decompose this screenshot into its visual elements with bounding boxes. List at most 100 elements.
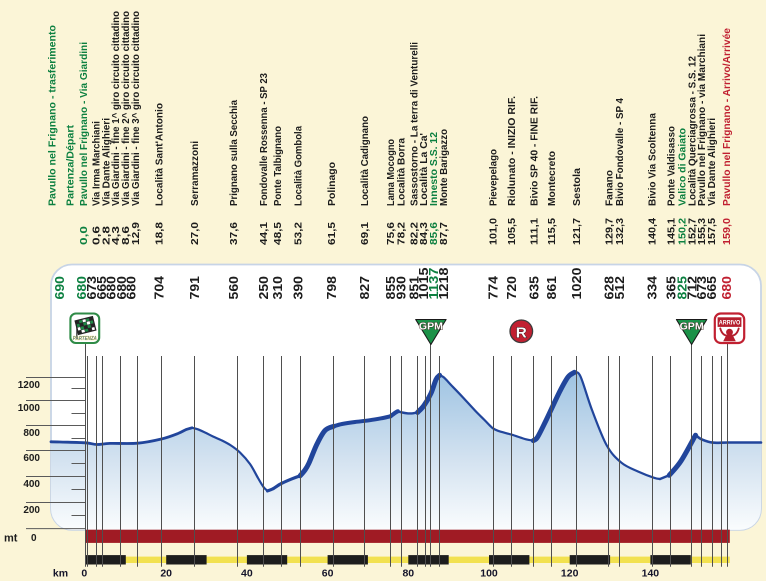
svg-text:Bivio Via Scoltenna: Bivio Via Scoltenna <box>648 113 659 206</box>
svg-text:Fondovalle Rossenna - SP 23: Fondovalle Rossenna - SP 23 <box>259 73 270 206</box>
svg-text:Località Querciagrossa - S.S.: Località Querciagrossa - S.S. 12 <box>687 56 698 206</box>
svg-text:Bivio Fondovalle - SP 4: Bivio Fondovalle - SP 4 <box>615 98 626 206</box>
svg-text:Località Gombola: Località Gombola <box>294 126 305 206</box>
svg-text:Sestola: Sestola <box>572 168 583 206</box>
svg-text:680: 680 <box>104 276 119 300</box>
svg-text:115,5: 115,5 <box>547 218 558 245</box>
svg-text:37,6: 37,6 <box>229 221 240 245</box>
svg-text:20: 20 <box>160 567 172 579</box>
svg-text:101,0: 101,0 <box>489 218 500 245</box>
svg-text:Pavullo nel Frignano - via Mar: Pavullo nel Frignano - via Marchiani <box>697 34 708 206</box>
svg-text:Montecreto: Montecreto <box>547 151 558 206</box>
svg-text:Via Giardini - fine 2^ giro ci: Via Giardini - fine 2^ giro circuito cit… <box>121 11 132 206</box>
svg-text:0: 0 <box>31 533 37 544</box>
svg-text:704: 704 <box>151 275 166 299</box>
svg-text:0,6: 0,6 <box>92 225 103 245</box>
svg-text:512: 512 <box>612 276 627 300</box>
svg-text:774: 774 <box>486 275 501 299</box>
svg-text:628: 628 <box>601 276 616 300</box>
svg-text:152,7: 152,7 <box>687 218 698 245</box>
svg-text:600: 600 <box>23 453 40 464</box>
svg-text:400: 400 <box>23 479 40 490</box>
svg-text:825: 825 <box>675 276 690 300</box>
svg-text:mt: mt <box>4 532 18 544</box>
svg-text:87,7: 87,7 <box>439 221 450 245</box>
svg-text:120: 120 <box>561 567 579 579</box>
svg-text:Pievepelago: Pievepelago <box>489 149 500 206</box>
svg-text:Innesto S.S. 12: Innesto S.S. 12 <box>429 132 440 206</box>
svg-text:Valico di Gaiato: Valico di Gaiato <box>678 128 689 206</box>
svg-text:Località Borra: Località Borra <box>397 138 408 206</box>
svg-text:Località La Ca': Località La Ca' <box>419 133 430 206</box>
svg-text:Via Irma Marchiani: Via Irma Marchiani <box>92 121 103 206</box>
svg-text:80: 80 <box>402 567 414 579</box>
svg-text:Via Giardini - fine 3^ giro ci: Via Giardini - fine 3^ giro circuito cit… <box>131 11 142 206</box>
svg-text:250: 250 <box>256 276 271 300</box>
svg-text:Località Sant'Antonio: Località Sant'Antonio <box>154 103 165 206</box>
svg-text:150,2: 150,2 <box>678 218 689 245</box>
svg-text:Partenza/Départ: Partenza/Départ <box>66 124 77 206</box>
svg-text:Pavullo nel Frignano - Via Gia: Pavullo nel Frignano - Via Giardini <box>79 42 90 206</box>
svg-text:1020: 1020 <box>569 268 584 300</box>
svg-text:680: 680 <box>74 276 89 300</box>
svg-text:2,8: 2,8 <box>101 225 112 245</box>
svg-text:Via Dante Alighieri: Via Dante Alighieri <box>707 118 718 206</box>
svg-text:1218: 1218 <box>436 268 451 300</box>
svg-text:673: 673 <box>694 276 709 300</box>
svg-text:111,1: 111,1 <box>529 218 540 245</box>
svg-text:Riolunato - INIZIO RIF.: Riolunato - INIZIO RIF. <box>507 96 518 206</box>
svg-text:53,2: 53,2 <box>294 221 305 245</box>
svg-text:720: 720 <box>504 276 519 300</box>
svg-text:159,0: 159,0 <box>722 218 733 245</box>
svg-text:R: R <box>516 324 527 341</box>
svg-text:200: 200 <box>23 505 40 516</box>
svg-text:Prignano sulla Secchia: Prignano sulla Secchia <box>229 100 240 206</box>
svg-text:861: 861 <box>544 276 559 300</box>
svg-text:155,3: 155,3 <box>697 218 708 245</box>
svg-text:798: 798 <box>324 276 339 300</box>
svg-text:121,7: 121,7 <box>572 218 583 245</box>
svg-text:145,1: 145,1 <box>667 218 678 245</box>
svg-text:665: 665 <box>704 276 719 300</box>
svg-text:Pavullo nel Frignano - trasfer: Pavullo nel Frignano - trasferimento <box>48 25 59 206</box>
svg-text:PARTENZA: PARTENZA <box>73 336 97 342</box>
svg-text:GPM: GPM <box>419 322 443 333</box>
svg-text:Lama Mocogno: Lama Mocogno <box>386 139 397 206</box>
svg-text:85,6: 85,6 <box>429 221 440 245</box>
svg-text:82,2: 82,2 <box>409 221 420 245</box>
svg-text:8,6: 8,6 <box>121 225 132 245</box>
svg-text:Località Cadignano: Località Cadignano <box>360 116 371 206</box>
svg-text:157,5: 157,5 <box>707 218 718 245</box>
svg-text:560: 560 <box>226 276 241 300</box>
svg-text:84,3: 84,3 <box>419 221 430 245</box>
svg-text:78,2: 78,2 <box>397 221 408 245</box>
svg-text:km: km <box>53 567 68 579</box>
svg-text:140: 140 <box>642 567 660 579</box>
svg-text:680: 680 <box>124 276 139 300</box>
svg-text:Serramazzoni: Serramazzoni <box>190 141 201 206</box>
svg-text:ARRIVO: ARRIVO <box>719 320 741 327</box>
svg-text:390: 390 <box>291 276 306 300</box>
svg-text:69,1: 69,1 <box>360 221 371 245</box>
svg-text:12,9: 12,9 <box>131 221 142 245</box>
svg-text:27,0: 27,0 <box>190 221 201 245</box>
svg-text:690: 690 <box>52 276 67 300</box>
svg-text:60: 60 <box>322 567 334 579</box>
svg-text:Via Dante Alighieri: Via Dante Alighieri <box>101 118 112 206</box>
svg-text:930: 930 <box>394 276 409 300</box>
svg-text:100: 100 <box>480 567 498 579</box>
svg-text:4,3: 4,3 <box>111 225 122 245</box>
svg-text:132,3: 132,3 <box>615 218 626 245</box>
svg-text:712: 712 <box>684 276 699 300</box>
svg-text:1000: 1000 <box>18 403 41 414</box>
svg-text:129,7: 129,7 <box>604 218 615 245</box>
svg-text:855: 855 <box>383 276 398 300</box>
svg-text:665: 665 <box>94 276 109 300</box>
svg-text:140,4: 140,4 <box>648 218 659 245</box>
svg-text:680: 680 <box>114 276 129 300</box>
svg-text:Monte Barigazzo: Monte Barigazzo <box>439 129 450 206</box>
svg-text:365: 365 <box>664 276 679 300</box>
svg-text:1200: 1200 <box>18 380 41 391</box>
svg-text:Pavullo nel Frignano - Arrivo/: Pavullo nel Frignano - Arrivo/Arrivée <box>722 28 733 206</box>
svg-text:635: 635 <box>526 276 541 300</box>
